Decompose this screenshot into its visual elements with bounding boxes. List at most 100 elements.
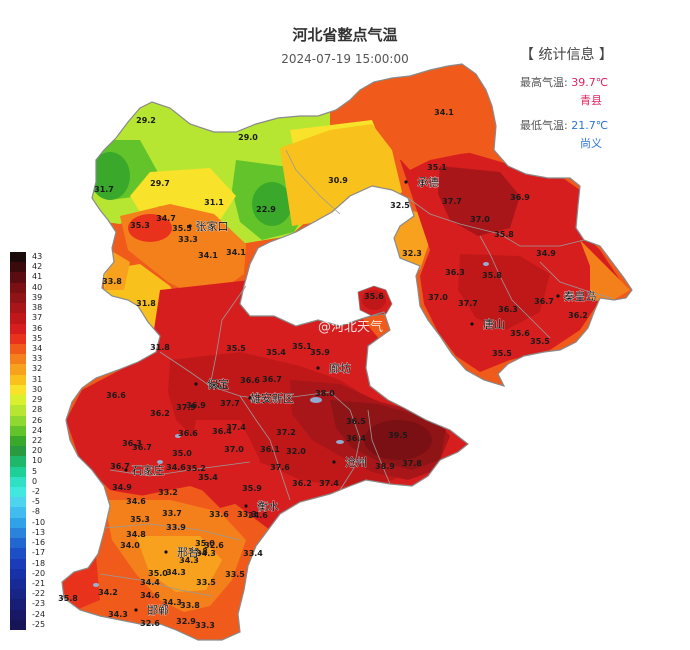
legend-labels: 43 42 41 40 39 38 37 36 35 34 33 32 31 30 29 28 26 24 22 20… — [32, 252, 45, 630]
legend-swatch — [10, 415, 26, 426]
station-temperature-label: 35.5 — [492, 349, 512, 358]
station-temperature-label: 32.9 — [176, 617, 196, 626]
legend-label: -13 — [32, 527, 46, 537]
legend-label: 42 — [32, 262, 43, 272]
legend-label: 37 — [32, 313, 43, 323]
legend-label: 29 — [32, 395, 43, 405]
station-temperature-label: 35.6 — [510, 329, 530, 338]
legend-label: -23 — [32, 599, 46, 609]
station-temperature-label: 31.1 — [204, 198, 224, 207]
station-temperature-label: 37.8 — [402, 459, 422, 468]
station-temperature-label: 33.8 — [102, 277, 122, 286]
legend-label: -10 — [32, 517, 46, 527]
station-temperature-label: 34.1 — [198, 251, 218, 260]
legend-swatch — [10, 548, 26, 559]
legend-label: 24 — [32, 425, 43, 435]
sanhe-enclave-outline — [357, 285, 393, 317]
legend-swatch — [10, 538, 26, 549]
station-temperature-label: 37.4 — [226, 423, 246, 432]
legend-swatch — [10, 435, 26, 447]
station-temperature-label: 37.0 — [428, 293, 448, 302]
legend-swatch — [10, 619, 26, 631]
max-temp-row: 最高气温: 39.7℃ — [520, 74, 680, 92]
legend-color-scale — [10, 252, 26, 631]
city-8: 沧州 — [332, 455, 367, 469]
station-temperature-label: 36.9 — [186, 401, 206, 410]
legend-label: 10 — [32, 456, 43, 466]
city-1: 张家口 — [188, 219, 229, 233]
station-temperature-label: 33.5 — [225, 570, 245, 579]
legend-swatch — [10, 384, 26, 396]
station-temperature-label: 33.3 — [237, 510, 257, 519]
station-temperature-label: 36.7 — [132, 443, 152, 452]
station-temperature-label: 29.2 — [136, 116, 156, 125]
station-temperature-label: 34.9 — [536, 249, 556, 258]
station-temperature-label: 39.5 — [388, 431, 408, 440]
station-temperature-label: 33.9 — [166, 523, 186, 532]
legend-label: -17 — [32, 548, 46, 558]
legend-label: -5 — [32, 497, 40, 507]
statistics-header: 【 统计信息 】 — [520, 47, 613, 63]
legend-swatch — [10, 374, 26, 385]
station-temperature-label: 35.8 — [58, 594, 78, 603]
legend-swatch — [10, 517, 26, 528]
station-temperature-label: 33.8 — [180, 601, 200, 610]
city-name-label: 雄安新区 — [250, 391, 294, 405]
legend-label: -2 — [32, 487, 40, 497]
station-temperature-label: 35.0 — [172, 449, 192, 458]
city-marker-icon — [134, 608, 138, 612]
legend-label: -22 — [32, 589, 46, 599]
legend-label: 36 — [32, 323, 43, 333]
station-temperature-label: 34.6 — [140, 591, 160, 600]
city-name-label: 保定 — [207, 377, 229, 391]
legend-label: 31 — [32, 374, 43, 384]
station-temperature-label: 32.0 — [286, 447, 306, 456]
station-temperature-label: 34.2 — [98, 588, 118, 597]
station-temperature-label: 35.5 — [226, 344, 246, 353]
station-temperature-label: 36.6 — [240, 376, 260, 385]
legend-label: 38 — [32, 303, 43, 313]
legend-swatch — [10, 609, 26, 620]
city-name-label: 沧州 — [345, 455, 367, 469]
city-name-label: 秦皇岛 — [564, 289, 597, 303]
station-temperature-label: 35.9 — [310, 348, 330, 357]
station-temperature-label: 36.3 — [122, 439, 142, 448]
city-3: 秦皇岛 — [556, 289, 597, 303]
legend-label: 5 — [32, 466, 38, 476]
legend-label: 33 — [32, 354, 43, 364]
legend-swatch — [10, 343, 26, 355]
legend-label: 20 — [32, 446, 43, 456]
station-temperature-label: 36.3 — [498, 305, 518, 314]
station-temperature-label: 33.8 — [188, 547, 208, 556]
min-temp-label: 最低气温: — [520, 119, 568, 132]
water-bodies — [93, 262, 489, 587]
station-temperature-label: 35.0 — [195, 539, 215, 548]
city-7: 雄安新区 — [248, 391, 294, 405]
station-readings: 29.2 29.0 31.7 29.7 31.1 22.9 30.9 34.1 35.1 32.5… — [58, 108, 588, 630]
station-temperature-label: 33.7 — [162, 509, 182, 518]
legend-label: 39 — [32, 292, 43, 302]
city-marker-icon — [194, 382, 198, 386]
station-temperature-label: 36.7 — [110, 462, 130, 471]
legend-swatch — [10, 323, 26, 334]
station-temperature-label: 33.2 — [158, 488, 178, 497]
max-temp-place: 青县 — [580, 94, 602, 107]
station-temperature-label: 37.7 — [458, 299, 478, 308]
city-9: 石家庄 — [124, 463, 165, 477]
city-10: 衡水 — [244, 500, 279, 513]
city-marker-icon — [244, 504, 248, 508]
station-temperature-label: 34.6 — [248, 511, 268, 520]
station-temperature-label: 31.8 — [136, 299, 156, 308]
station-temperature-label: 35.4 — [266, 348, 286, 357]
legend-swatch — [10, 579, 26, 590]
station-temperature-label: 33.6 — [209, 510, 229, 519]
legend-label: 40 — [32, 282, 43, 292]
station-temperature-label: 36.4 — [212, 427, 232, 436]
legend-swatch — [10, 497, 26, 508]
max-temp-value: 39.7℃ — [571, 76, 609, 89]
legend-swatch — [10, 282, 26, 293]
station-temperature-label: 34.9 — [112, 483, 132, 492]
station-temperature-label: 35.5 — [530, 337, 550, 346]
legend-swatch — [10, 466, 26, 477]
station-temperature-label: 37.7 — [442, 197, 462, 206]
